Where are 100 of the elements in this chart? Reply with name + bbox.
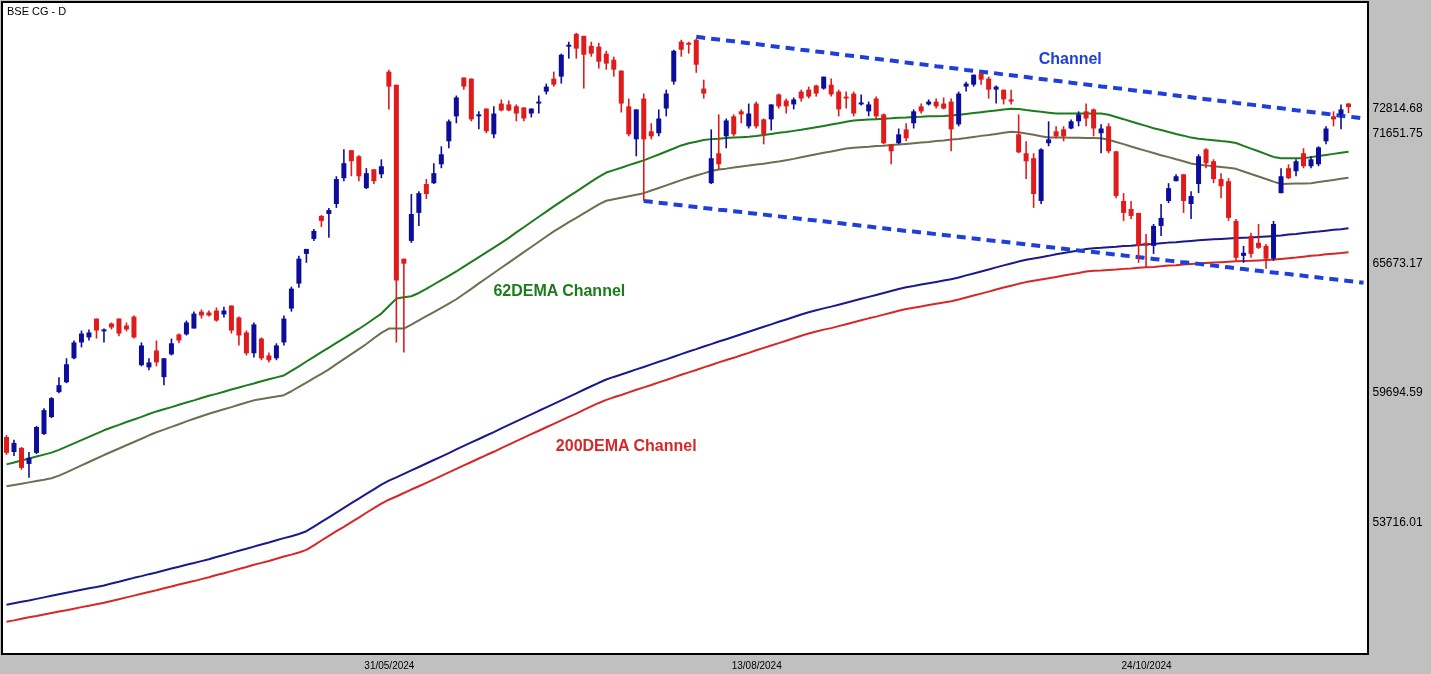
- candlestick: [558, 52, 564, 85]
- candlestick: [1121, 192, 1127, 222]
- candlestick: [423, 178, 429, 200]
- candlestick: [326, 207, 332, 239]
- candlestick: [858, 93, 864, 107]
- candlestick: [138, 341, 144, 368]
- candlestick: [581, 35, 587, 90]
- candlestick: [888, 143, 894, 166]
- y-tick-label: 53716.01: [1372, 515, 1423, 530]
- candlestick: [1338, 103, 1344, 131]
- candlestick: [1083, 102, 1089, 128]
- candlestick: [993, 84, 999, 105]
- candlestick: [483, 107, 489, 135]
- x-tick-label: 13/08/2024: [731, 659, 783, 671]
- candlestick: [1023, 140, 1029, 180]
- candlestick: [1316, 145, 1322, 168]
- x-tick-label: 31/05/2024: [364, 659, 415, 671]
- candlestick: [716, 113, 722, 171]
- annotation: Channel: [1038, 49, 1102, 67]
- candlestick: [153, 339, 159, 368]
- candlestick: [1278, 167, 1284, 194]
- candlestick: [363, 167, 369, 190]
- candlestick: [243, 329, 249, 357]
- y-tick-label: 72814.68: [1372, 100, 1423, 115]
- candlestick: [386, 68, 392, 111]
- candlestick: [768, 103, 774, 132]
- candlestick: [828, 77, 834, 98]
- candlestick: [663, 88, 669, 118]
- y-tick-label: 71651.75: [1372, 125, 1423, 140]
- candlestick: [1158, 203, 1164, 237]
- candlestick: [48, 396, 54, 419]
- y-tick-label: 59694.59: [1372, 385, 1423, 400]
- annotation: 62DEMA Channel: [493, 281, 626, 299]
- candlestick: [1301, 147, 1307, 169]
- candlestick: [536, 94, 542, 115]
- candlestick: [903, 122, 909, 143]
- candlestick: [1091, 107, 1097, 138]
- candlestick: [1188, 190, 1194, 220]
- candlestick: [701, 78, 707, 100]
- candlestick: [161, 357, 167, 386]
- candlestick: [1323, 125, 1329, 146]
- candlestick: [1128, 200, 1134, 220]
- candlestick: [761, 117, 767, 146]
- candlestick: [1046, 120, 1052, 148]
- annotation: 200DEMA Channel: [555, 437, 697, 455]
- candlestick: [71, 339, 77, 361]
- candlestick: [986, 75, 992, 100]
- candlestick: [1151, 223, 1157, 255]
- candlestick: [1166, 182, 1172, 204]
- candlestick: [258, 336, 264, 362]
- candlestick: [26, 451, 32, 479]
- candlestick: [686, 40, 692, 55]
- candlestick: [18, 446, 24, 471]
- y-tick-label: 65673.17: [1372, 255, 1423, 270]
- line-series: [641, 198, 1366, 285]
- candlestick: [378, 158, 384, 179]
- x-tick-label: 24/10/2024: [1121, 659, 1173, 671]
- candlestick: [348, 149, 354, 178]
- candlestick: [4, 434, 9, 456]
- candlestick: [1203, 147, 1209, 169]
- candlestick: [731, 113, 737, 138]
- candlestick: [603, 50, 609, 71]
- candlestick: [611, 55, 617, 78]
- candlestick: [236, 315, 242, 347]
- candlestick: [753, 100, 759, 130]
- candlestick: [1143, 233, 1149, 269]
- candlestick: [1218, 172, 1224, 199]
- candlestick: [41, 407, 47, 436]
- candlestick: [566, 40, 572, 60]
- candlestick: [836, 88, 842, 118]
- candlestick: [401, 257, 407, 354]
- candlestick: [446, 118, 452, 150]
- candlestick: [911, 108, 917, 130]
- candlestick: [573, 32, 579, 60]
- candlestick: [288, 285, 294, 313]
- candlestick: [438, 145, 444, 169]
- candlestick: [356, 154, 362, 183]
- candlestick: [873, 95, 879, 120]
- candlestick: [596, 41, 602, 70]
- candlestick: [131, 314, 137, 340]
- candlestick: [101, 327, 107, 344]
- candlestick: [723, 117, 729, 150]
- candlestick: [476, 110, 482, 131]
- candlestick: [656, 108, 662, 138]
- candlestick: [746, 102, 752, 130]
- candlestick: [1211, 158, 1217, 184]
- candlestick: [431, 162, 437, 185]
- candlestick: [281, 314, 287, 347]
- candlestick: [341, 148, 347, 183]
- candlestick: [491, 105, 497, 140]
- candlestick: [63, 357, 69, 385]
- candlestick: [1098, 123, 1104, 155]
- candlestick: [1016, 113, 1022, 155]
- candlestick: [738, 108, 744, 125]
- candlestick: [416, 190, 422, 227]
- candlestick: [851, 90, 857, 118]
- candlestick: [1008, 88, 1014, 106]
- candlestick: [453, 94, 459, 125]
- candlestick: [1263, 243, 1269, 270]
- candlestick: [1256, 223, 1262, 250]
